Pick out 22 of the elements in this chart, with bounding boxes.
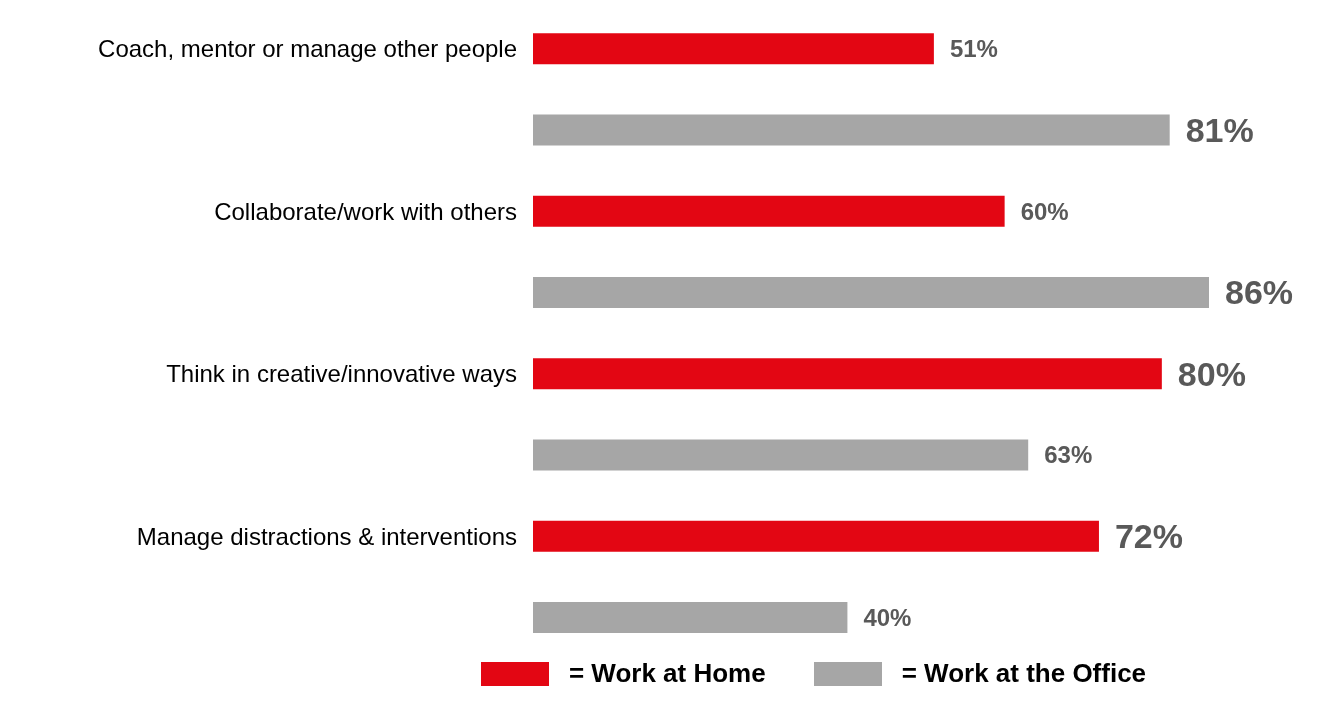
data-label: 40% <box>863 603 912 631</box>
data-label: 51% <box>949 35 998 63</box>
bar <box>533 439 1029 471</box>
y-tick-label: Think in creative/innovative ways <box>166 360 517 388</box>
data-label: 81% <box>1185 110 1254 149</box>
bar <box>533 520 1099 552</box>
y-tick-label: Coach, mentor or manage other people <box>98 35 517 63</box>
bar <box>533 195 1005 227</box>
bar <box>533 358 1162 390</box>
legend-label: = Work at the Office <box>901 658 1147 689</box>
bar <box>533 276 1209 308</box>
bar <box>533 601 848 633</box>
data-label: 60% <box>1020 197 1069 225</box>
y-tick-label: Manage distractions & interventions <box>136 522 517 550</box>
data-label: 86% <box>1225 273 1294 312</box>
data-label: 63% <box>1044 441 1093 469</box>
data-label: 80% <box>1177 354 1246 393</box>
legend-label: = Work at Home <box>568 658 766 689</box>
y-tick-label: Collaborate/work with others <box>214 197 517 225</box>
data-label: 72% <box>1114 517 1184 556</box>
bar <box>533 114 1170 146</box>
bar <box>533 33 934 65</box>
